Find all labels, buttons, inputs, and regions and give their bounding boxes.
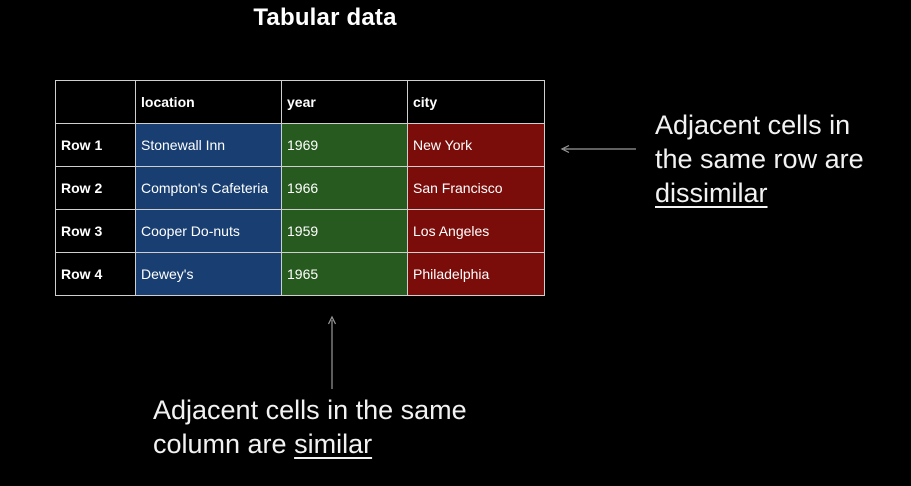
year-cell: 1966 [281, 166, 408, 210]
row-label: Row 2 [55, 166, 136, 210]
annotation-line: Adjacent cells in [655, 110, 851, 140]
year-cell: 1965 [281, 252, 408, 296]
annotation-line: the same row are [655, 144, 864, 174]
tabular-data-table: location year city Row 1 Stonewall Inn 1… [55, 80, 545, 296]
year-cell: 1959 [281, 209, 408, 253]
header-location: location [135, 80, 282, 124]
dissimilar-emphasis: dissimilar [655, 178, 768, 208]
table-row: Row 2 Compton's Cafeteria 1966 San Franc… [55, 166, 545, 210]
city-cell: San Francisco [407, 166, 545, 210]
row-dissimilar-annotation: Adjacent cells in the same row are dissi… [655, 108, 905, 210]
location-cell: Stonewall Inn [135, 123, 282, 167]
city-cell: Philadelphia [407, 252, 545, 296]
year-cell: 1969 [281, 123, 408, 167]
column-arrow [327, 315, 337, 389]
column-similar-annotation: Adjacent cells in the same column are si… [153, 393, 573, 461]
diagram-title: Tabular data [253, 4, 397, 31]
annotation-prefix: column are [153, 429, 295, 459]
annotation-line: Adjacent cells in the same [153, 395, 467, 425]
table-row: Row 4 Dewey's 1965 Philadelphia [55, 252, 545, 296]
header-row: location year city [55, 80, 545, 124]
table-row: Row 1 Stonewall Inn 1969 New York [55, 123, 545, 167]
row-arrow [560, 144, 636, 154]
location-cell: Dewey's [135, 252, 282, 296]
header-corner-cell [55, 80, 136, 124]
similar-emphasis: similar [294, 429, 373, 459]
location-cell: Cooper Do-nuts [135, 209, 282, 253]
city-cell: New York [407, 123, 545, 167]
row-label: Row 4 [55, 252, 136, 296]
